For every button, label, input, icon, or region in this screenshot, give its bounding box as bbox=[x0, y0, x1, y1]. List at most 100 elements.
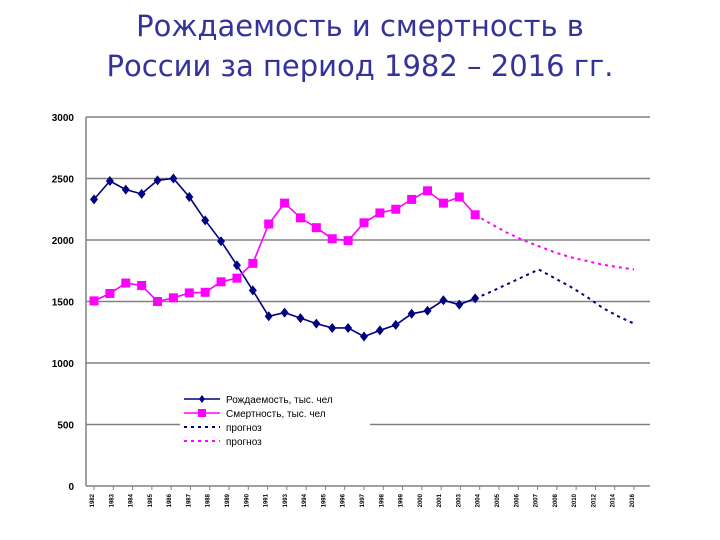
x-tick-label: 2014 bbox=[611, 493, 617, 507]
birth-point bbox=[439, 295, 448, 306]
birth-point bbox=[407, 308, 416, 319]
x-tick-label: 2006 bbox=[514, 493, 520, 507]
death-point bbox=[407, 194, 417, 204]
death-point bbox=[264, 219, 274, 229]
x-tick-label: 2008 bbox=[553, 493, 559, 507]
x-tick-label: 1995 bbox=[321, 493, 327, 507]
birth-point bbox=[153, 175, 162, 186]
death-point bbox=[375, 208, 385, 218]
death-point bbox=[391, 204, 401, 214]
birth-point bbox=[248, 285, 257, 296]
x-tick-label: 1999 bbox=[399, 493, 405, 507]
y-axis-ticks: 0 500 1000 1500 2000 2500 3000 bbox=[52, 113, 75, 493]
legend-label: прогноз bbox=[226, 437, 262, 448]
x-tick-label: 2005 bbox=[495, 493, 501, 507]
legend-marker bbox=[198, 409, 206, 417]
birth-point bbox=[471, 293, 480, 304]
x-tick-label: 2007 bbox=[534, 493, 540, 507]
death-point bbox=[200, 287, 210, 297]
death-point bbox=[137, 281, 147, 291]
birth-point bbox=[217, 236, 226, 247]
birth-point bbox=[264, 311, 273, 322]
series-lines bbox=[89, 173, 635, 342]
death-point bbox=[168, 293, 178, 303]
x-tick-label: 1998 bbox=[379, 493, 385, 507]
y-tick-label: 500 bbox=[57, 421, 74, 432]
birth-point bbox=[201, 215, 210, 226]
birth-point bbox=[185, 191, 194, 202]
birth-point bbox=[121, 184, 130, 195]
x-tick-label: 1989 bbox=[225, 493, 231, 507]
x-tick-label: 1996 bbox=[341, 493, 347, 507]
x-tick-label: 1986 bbox=[167, 493, 173, 507]
x-tick-label: 1991 bbox=[264, 493, 270, 507]
x-tick-label: 2012 bbox=[591, 493, 597, 507]
birth-point bbox=[344, 322, 353, 333]
death-point bbox=[311, 223, 321, 233]
birth-point bbox=[360, 331, 368, 342]
x-tick-label: 1984 bbox=[129, 493, 135, 507]
x-tick-label: 1990 bbox=[244, 493, 250, 507]
legend: Рождаемость, тыс. чел Смертность, тыс. че… bbox=[180, 386, 370, 448]
x-tick-label: 2016 bbox=[630, 493, 636, 507]
birth-point bbox=[328, 322, 337, 333]
x-tick-label: 1987 bbox=[186, 493, 192, 507]
death-point bbox=[470, 210, 480, 220]
death-point bbox=[327, 234, 337, 244]
y-tick-label: 1000 bbox=[52, 359, 75, 370]
x-tick-label: 1993 bbox=[283, 493, 289, 507]
birth-point bbox=[312, 318, 321, 329]
death-point bbox=[359, 218, 369, 228]
death-point bbox=[153, 297, 163, 306]
birth-point bbox=[105, 175, 114, 186]
axes bbox=[85, 117, 650, 487]
birth-point bbox=[455, 299, 464, 310]
birth-point bbox=[423, 305, 432, 316]
y-tick-label: 0 bbox=[68, 482, 74, 493]
x-tick-label: 2010 bbox=[572, 493, 578, 507]
birth-point bbox=[137, 188, 146, 199]
slide-title: Рождаемость и смертность в России за пер… bbox=[0, 6, 720, 86]
x-tick-label: 1985 bbox=[148, 493, 154, 507]
gridlines bbox=[86, 116, 650, 426]
birth-point bbox=[280, 307, 289, 318]
death-point bbox=[343, 236, 353, 246]
legend-label: прогноз bbox=[226, 423, 262, 434]
title-line-2: России за период 1982 – 2016 гг. bbox=[106, 49, 614, 83]
x-tick-label: 2000 bbox=[418, 493, 424, 507]
death-point bbox=[184, 288, 194, 298]
x-tick-label: 2001 bbox=[437, 493, 443, 507]
y-tick-label: 2500 bbox=[52, 175, 75, 186]
y-tick-label: 2000 bbox=[52, 236, 75, 247]
death-point bbox=[423, 186, 433, 196]
legend-marker bbox=[199, 395, 205, 403]
birth-point bbox=[391, 319, 400, 330]
y-tick-label: 3000 bbox=[52, 113, 75, 124]
birth-point bbox=[375, 325, 384, 336]
x-tick-label: 1997 bbox=[360, 493, 366, 507]
death-point bbox=[280, 198, 290, 208]
series-line-3 bbox=[474, 268, 635, 325]
birth-point bbox=[296, 313, 305, 324]
legend-box bbox=[180, 386, 370, 448]
death-point bbox=[216, 277, 226, 287]
death-point bbox=[248, 258, 258, 268]
death-point bbox=[295, 213, 305, 223]
death-point bbox=[454, 192, 464, 202]
death-point bbox=[121, 278, 131, 288]
title-line-1: Рождаемость и смертность в bbox=[136, 9, 584, 43]
series-line-4 bbox=[474, 213, 635, 271]
x-axis-ticks: 1982 1983 1984 1985 1986 1987 1988 1989 1990 1991… bbox=[90, 486, 636, 507]
y-tick-label: 1500 bbox=[52, 298, 75, 309]
legend-label: Смертность, тыс. чел bbox=[226, 409, 326, 420]
death-point bbox=[438, 198, 448, 208]
death-point bbox=[89, 296, 99, 306]
birth-point bbox=[90, 194, 98, 205]
x-tick-label: 1982 bbox=[90, 493, 96, 507]
birth-point bbox=[169, 173, 178, 184]
x-tick-label: 1988 bbox=[206, 493, 212, 507]
death-point bbox=[232, 273, 242, 283]
x-tick-label: 1994 bbox=[302, 493, 308, 507]
legend-label: Рождаемость, тыс. чел bbox=[226, 395, 333, 406]
